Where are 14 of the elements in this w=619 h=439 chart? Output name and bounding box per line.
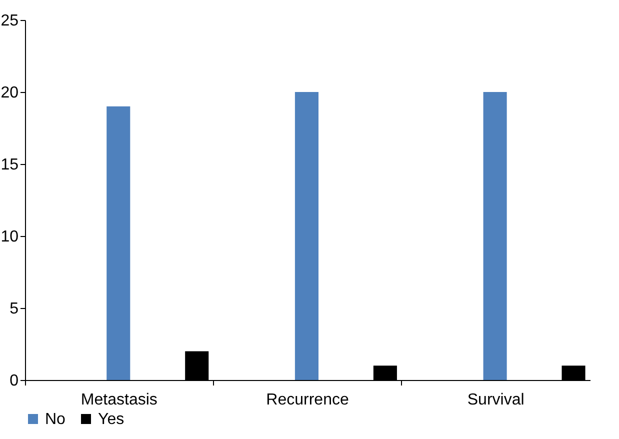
y-tick-label: 20 xyxy=(0,84,19,102)
y-tick-label: 25 xyxy=(0,12,19,30)
legend-label: No xyxy=(45,411,66,428)
legend-label: Yes xyxy=(98,411,124,428)
y-tick-label: 15 xyxy=(0,156,19,174)
bar xyxy=(106,106,130,380)
x-tick-label: Metastasis xyxy=(80,392,158,408)
bar xyxy=(294,92,318,380)
y-tick-label: 10 xyxy=(0,228,19,246)
x-tick-label: Recurrence xyxy=(266,392,349,408)
bar xyxy=(483,92,507,380)
y-tick-label: 0 xyxy=(10,372,19,390)
y-tick-label: 5 xyxy=(10,300,19,318)
x-tick-label: Survival xyxy=(467,392,524,408)
